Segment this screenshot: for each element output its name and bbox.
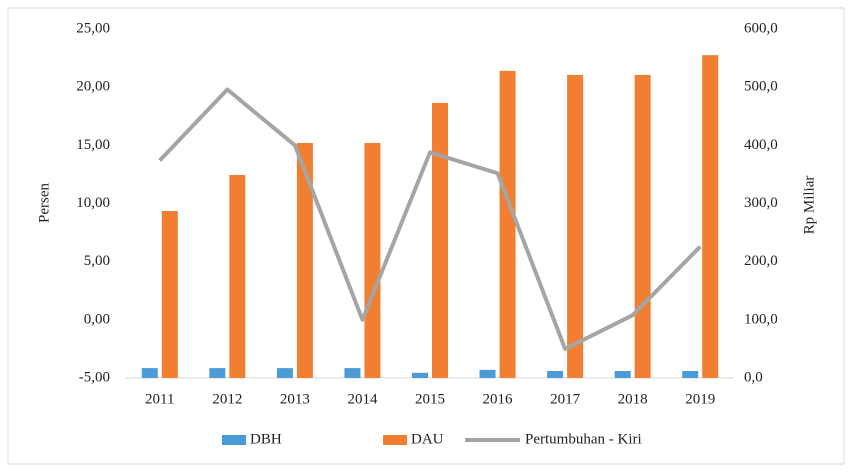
- bar: [634, 74, 651, 379]
- y-tick-label: -5,00: [79, 369, 110, 385]
- y2-axis-title: Rp Miliar: [801, 176, 817, 235]
- bar: [276, 368, 293, 378]
- x-tick-label: 2018: [618, 391, 648, 407]
- y-tick-label: 25,00: [76, 20, 110, 36]
- legend-label: DBH: [250, 431, 282, 447]
- bar: [161, 211, 178, 378]
- x-tick-label: 2017: [550, 391, 581, 407]
- bar: [296, 143, 313, 378]
- y2-tick-label: 200,0: [744, 253, 778, 269]
- legend-swatch: [383, 435, 407, 445]
- line: [158, 87, 702, 351]
- bar: [547, 371, 564, 378]
- x-tick-label: 2019: [685, 391, 715, 407]
- x-tick-label: 2013: [280, 391, 310, 407]
- x-tick-label: 2011: [145, 391, 174, 407]
- bar: [432, 102, 448, 378]
- x-tick-label: 2012: [212, 391, 242, 407]
- bar: [364, 143, 381, 378]
- y-tick-label: 0,00: [84, 311, 110, 327]
- legend-label: Pertumbuhan - Kiri: [525, 431, 642, 447]
- x-tick-label: 2015: [415, 391, 445, 407]
- y2-tick-label: 300,0: [744, 195, 778, 211]
- y-tick-label: 10,00: [76, 195, 110, 211]
- bar: [567, 74, 584, 379]
- y2-tick-label: 0,0: [744, 369, 763, 385]
- x-tick-label: 2014: [347, 391, 378, 407]
- y-tick-label: 20,00: [76, 79, 110, 95]
- bar: [702, 55, 719, 379]
- bar: [499, 70, 516, 378]
- legend-swatch: [222, 435, 246, 445]
- y2-tick-label: 500,0: [744, 79, 778, 95]
- bar: [344, 368, 361, 378]
- y-tick-label: 5,00: [84, 253, 110, 269]
- bar: [682, 371, 699, 378]
- y-axis-title: Persen: [36, 183, 52, 223]
- legend-label: DAU: [411, 431, 444, 447]
- x-tick-label: 2016: [483, 391, 514, 407]
- bar: [412, 372, 428, 378]
- bar: [209, 368, 226, 378]
- bar: [614, 371, 631, 378]
- bar: [229, 174, 246, 378]
- y2-tick-label: 100,0: [744, 311, 778, 327]
- y-tick-label: 15,00: [76, 137, 110, 153]
- bar: [479, 369, 496, 378]
- bar: [141, 368, 158, 378]
- y2-tick-label: 600,0: [744, 20, 778, 36]
- y2-tick-label: 400,0: [744, 137, 778, 153]
